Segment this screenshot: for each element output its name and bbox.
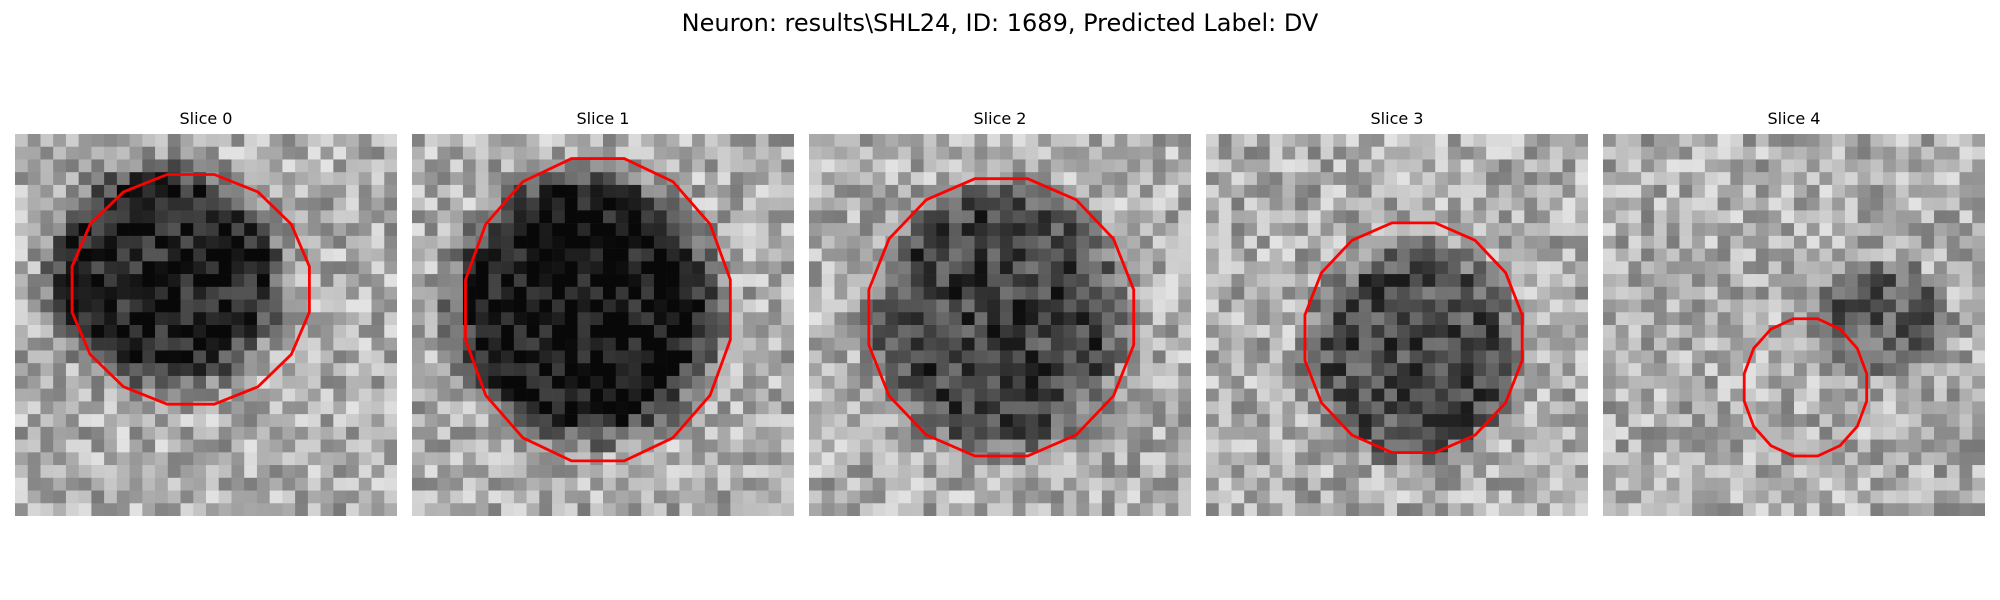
slice-title-1: Slice 1 bbox=[412, 110, 794, 128]
slice-title-0: Slice 0 bbox=[15, 110, 397, 128]
slice-pixels-3 bbox=[1206, 134, 1588, 516]
figure-title: Neuron: results\SHL24, ID: 1689, Predict… bbox=[0, 8, 2000, 38]
slice-image-0 bbox=[15, 134, 397, 516]
slice-pixels-0 bbox=[15, 134, 397, 516]
slice-pixels-1 bbox=[412, 134, 794, 516]
slice-image-3 bbox=[1206, 134, 1588, 516]
slice-panel-3: Slice 3 bbox=[1206, 110, 1588, 128]
slice-panel-4: Slice 4 bbox=[1603, 110, 1985, 128]
slice-panel-1: Slice 1 bbox=[412, 110, 794, 128]
slice-panel-2: Slice 2 bbox=[809, 110, 1191, 128]
slice-pixels-4 bbox=[1603, 134, 1985, 516]
slice-image-2 bbox=[809, 134, 1191, 516]
slice-panel-0: Slice 0 bbox=[15, 110, 397, 128]
slice-title-4: Slice 4 bbox=[1603, 110, 1985, 128]
slice-image-4 bbox=[1603, 134, 1985, 516]
slice-image-1 bbox=[412, 134, 794, 516]
slice-title-3: Slice 3 bbox=[1206, 110, 1588, 128]
slice-title-2: Slice 2 bbox=[809, 110, 1191, 128]
